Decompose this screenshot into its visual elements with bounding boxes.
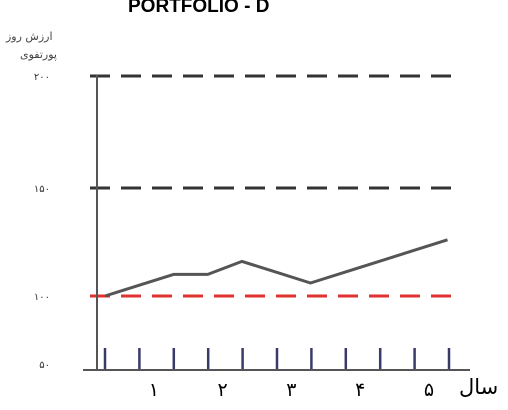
x-tick-label-4: ۴ [355, 379, 365, 401]
x-tick-marks [103, 348, 451, 370]
x-tick-label-2: ۲ [217, 379, 227, 401]
y-tick-label-200: ۲۰۰ [34, 72, 50, 83]
y-tick-label-50: ۵۰ [39, 360, 50, 371]
chart-title: PORTFOLIO - D [128, 0, 269, 17]
series-line [104, 238, 448, 298]
y-tick-label-100: ۱۰۰ [34, 292, 50, 303]
x-tick-label-3: ۳ [286, 379, 296, 401]
y-tick-label-150: ۱۵۰ [34, 184, 50, 195]
reference-lines [90, 74, 462, 298]
y-tick-labels: ۵۰ ۱۰۰ ۱۵۰ ۲۰۰ [34, 72, 50, 371]
x-tick-labels: ۱ ۲ ۳ ۴ ۵ [149, 379, 434, 401]
x-axis-label: سال [459, 375, 498, 399]
x-tick-label-1: ۱ [149, 379, 159, 401]
x-tick-label-5: ۵ [424, 379, 434, 401]
y-axis-label-line-2: پورتفوی [20, 48, 57, 61]
y-axis-label-line-1: ارزش روز [5, 30, 53, 43]
